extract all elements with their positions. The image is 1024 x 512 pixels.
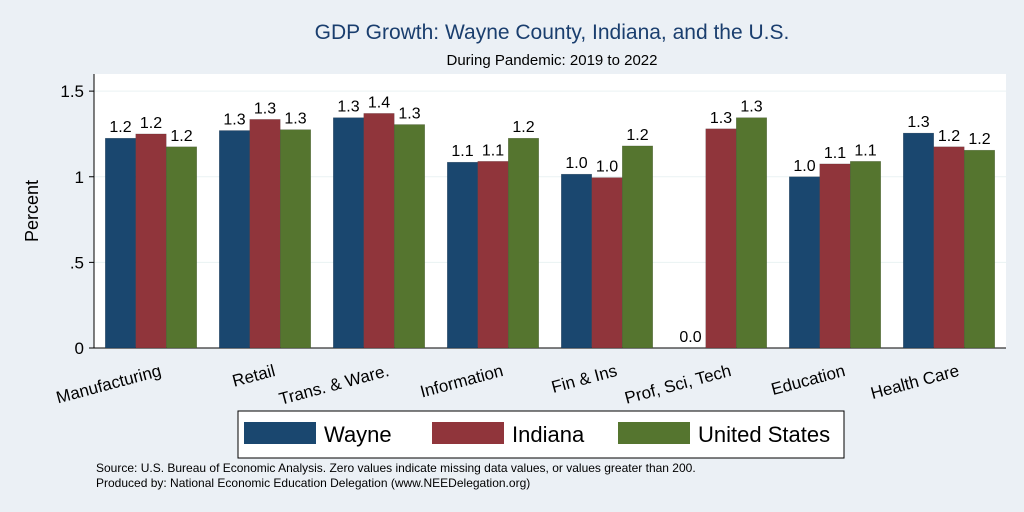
bar-united-states — [394, 124, 425, 349]
bar-value-label: 1.3 — [710, 110, 732, 127]
bar-indiana — [249, 119, 281, 349]
bar-value-label: 0.0 — [679, 329, 701, 346]
bar-value-label: 1.1 — [824, 145, 846, 162]
bar-indiana — [135, 133, 167, 349]
bar-indiana — [477, 161, 509, 349]
bar-value-label: 1.2 — [170, 128, 192, 145]
bar-value-label: 1.2 — [626, 127, 648, 144]
legend-box — [237, 410, 845, 459]
bar-wayne — [333, 117, 364, 349]
legend-label: Wayne — [324, 422, 392, 447]
bar-united-states — [622, 145, 653, 349]
bar-value-label: 1.2 — [140, 115, 162, 132]
bar-value-label: 1.3 — [337, 99, 359, 116]
y-axis-title: Percent — [22, 180, 42, 242]
bar-value-label: 1.3 — [907, 114, 929, 131]
legend-label: United States — [698, 422, 830, 447]
bar-value-label: 1.0 — [793, 158, 815, 175]
bar-value-label: 1.3 — [740, 99, 762, 116]
y-tick-label: 1 — [75, 168, 84, 187]
bar-value-label: 1.1 — [854, 142, 876, 159]
legend-swatch — [618, 422, 690, 444]
bar-wayne — [105, 137, 136, 349]
legend: Wayne Indiana United States — [237, 410, 845, 459]
bar-united-states — [508, 137, 539, 349]
bar-wayne — [219, 130, 250, 349]
bar-value-label: 1.3 — [398, 106, 420, 123]
y-tick-label: .5 — [70, 253, 84, 272]
legend-label: Indiana — [512, 422, 585, 447]
bars — [105, 113, 995, 349]
bar-value-label: 1.3 — [284, 111, 306, 128]
y-tick-label: 1.5 — [60, 82, 84, 101]
bar-indiana — [705, 128, 737, 349]
y-axis-ticks: 0 .5 1 1.5 — [60, 82, 94, 358]
chart-subtitle: During Pandemic: 2019 to 2022 — [447, 52, 658, 69]
chart-title: GDP Growth: Wayne County, Indiana, and t… — [315, 21, 790, 44]
bar-indiana — [591, 177, 623, 349]
bar-indiana — [933, 146, 965, 349]
bar-value-label: 1.4 — [368, 94, 390, 111]
y-tick-label: 0 — [75, 339, 84, 358]
bar-wayne — [561, 173, 592, 349]
bar-value-label: 1.2 — [512, 119, 534, 136]
bar-indiana — [819, 163, 851, 349]
legend-swatch — [244, 422, 316, 444]
bar-united-states — [166, 146, 197, 349]
bar-united-states — [280, 129, 311, 349]
legend-items: Wayne Indiana United States — [244, 422, 830, 447]
bar-wayne — [447, 161, 478, 349]
bar-value-label: 1.2 — [109, 119, 131, 136]
bar-wayne — [903, 132, 934, 349]
legend-swatch — [432, 422, 504, 444]
data-labels: 1.2 1.2 1.2 1.3 1.3 1.3 1.3 1.4 1.3 1.1 1.1 1.2 1.0 1… — [109, 94, 990, 346]
bar-indiana — [363, 113, 395, 349]
bar-united-states — [736, 117, 767, 349]
bar-united-states — [850, 161, 881, 349]
bar-value-label: 1.3 — [254, 100, 276, 117]
bar-value-label: 1.0 — [565, 155, 587, 172]
bar-value-label: 1.2 — [938, 128, 960, 145]
bar-united-states — [964, 149, 995, 349]
source-note: Source: U.S. Bureau of Economic Analysis… — [96, 461, 696, 475]
bar-value-label: 1.1 — [482, 142, 504, 159]
bar-value-label: 1.2 — [968, 131, 990, 148]
bar-value-label: 1.3 — [223, 112, 245, 129]
producer-note: Produced by: National Economic Education… — [96, 476, 530, 490]
bar-value-label: 1.0 — [596, 159, 618, 176]
bar-value-label: 1.1 — [451, 143, 473, 160]
bar-wayne — [789, 176, 820, 349]
